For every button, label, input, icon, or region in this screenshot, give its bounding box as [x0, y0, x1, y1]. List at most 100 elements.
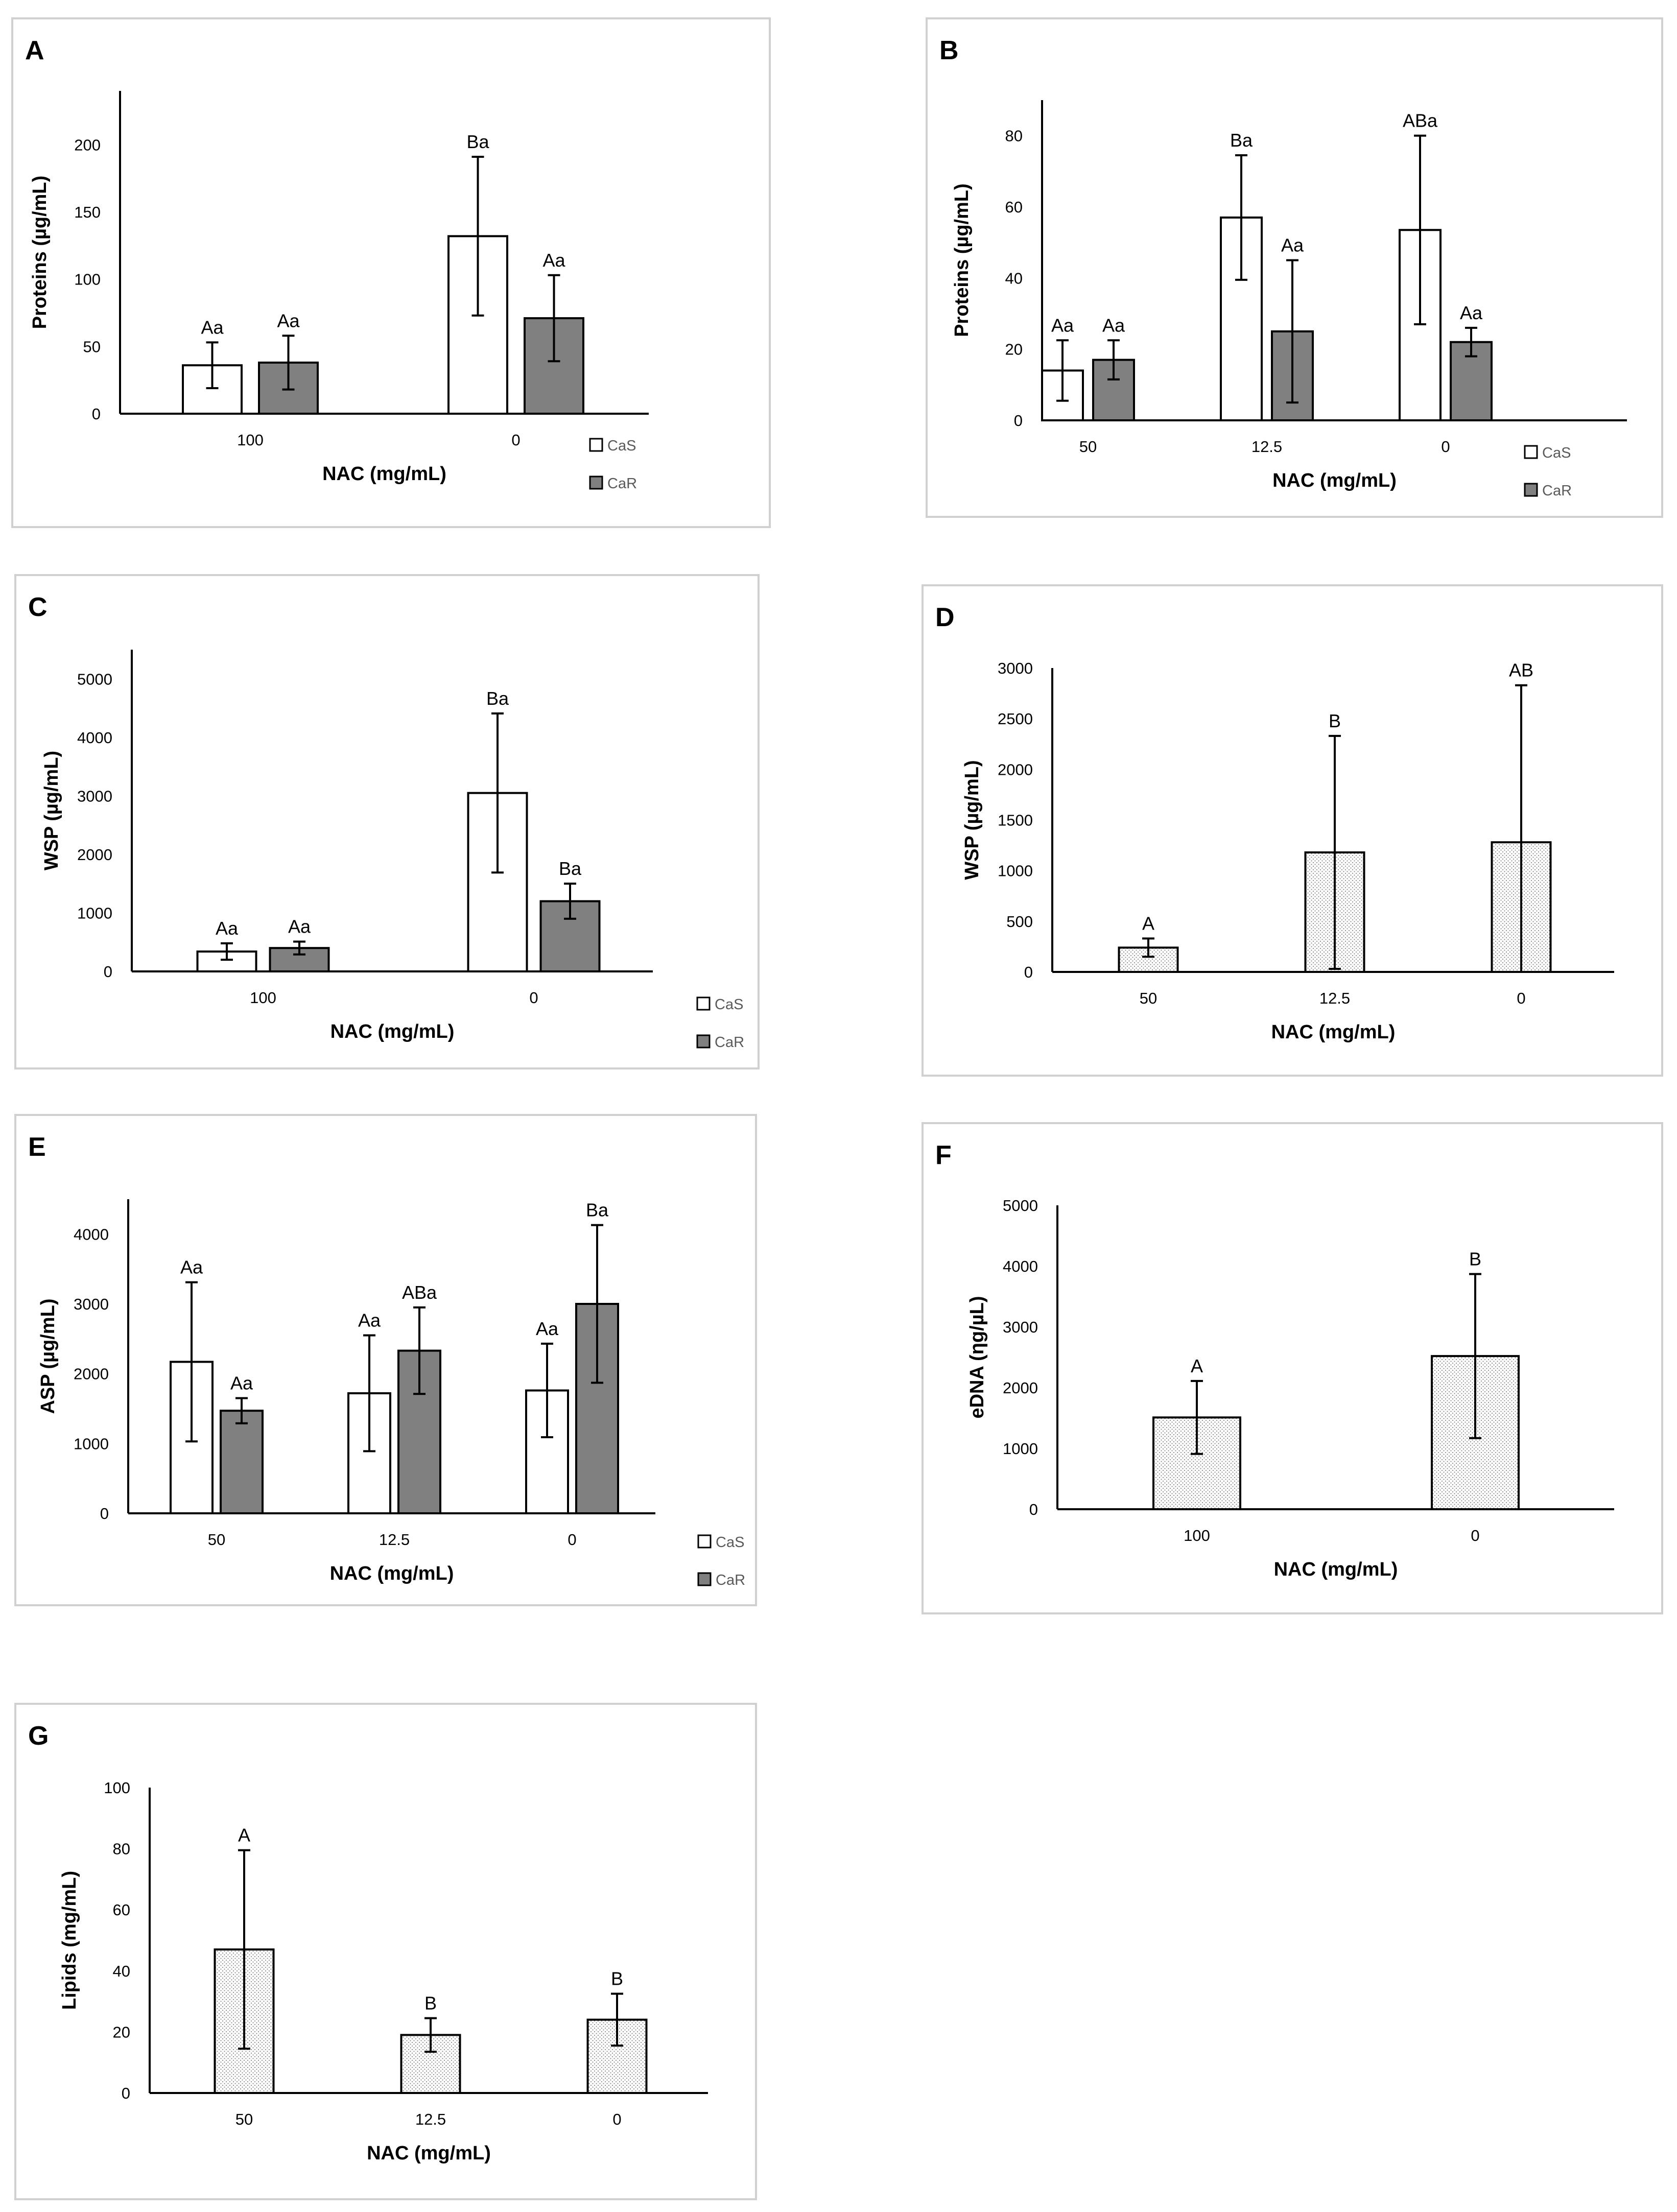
y-tick-label: 40: [113, 1962, 130, 1980]
legend-swatch-car: [697, 1572, 712, 1586]
y-tick-label: 2000: [998, 760, 1033, 778]
panel-frame: [14, 1703, 757, 2200]
chart-panel-b: B 0 20 40 60 80 Proteins (µg/mL) 50 Aa Aa 12.5 Ba Aa…: [926, 17, 1663, 518]
legend-swatch-cas: [1524, 445, 1538, 459]
significance-label: Ba: [466, 131, 489, 152]
significance-label: Ba: [586, 1200, 609, 1221]
x-tick-label: 50: [1079, 438, 1097, 456]
y-tick-label: 0: [104, 963, 112, 981]
panel-frame: [11, 17, 771, 528]
legend: CaS CaR: [589, 438, 637, 492]
x-tick-label: 0: [511, 431, 520, 449]
legend-label-cas: CaS: [1542, 445, 1571, 461]
y-tick-label: 2500: [998, 710, 1033, 728]
y-tick-label: 1000: [998, 862, 1033, 880]
significance-label: A: [238, 1825, 250, 1846]
significance-label: Aa: [536, 1318, 559, 1339]
legend-swatch-cas: [697, 1534, 712, 1549]
significance-label: Ba: [1230, 130, 1253, 151]
panel-frame: [922, 1122, 1663, 1614]
significance-label: Aa: [216, 918, 239, 939]
y-axis-title: Proteins (µg/mL): [951, 183, 973, 337]
x-tick-label: 100: [237, 431, 264, 449]
y-tick-label: 100: [104, 1779, 130, 1797]
y-tick-label: 0: [92, 405, 101, 423]
y-tick-label: 20: [1005, 341, 1023, 359]
significance-label: Ba: [486, 688, 509, 709]
x-tick-label: 50: [1140, 989, 1157, 1007]
x-axis-title: NAC (mg/mL): [330, 1563, 454, 1584]
panel-frame: [14, 574, 760, 1069]
significance-label: Aa: [542, 250, 565, 271]
legend-label-car: CaR: [716, 1572, 745, 1588]
significance-label: B: [611, 1968, 623, 1989]
significance-label: AB: [1509, 660, 1533, 681]
chart-panel-g: G 0 20 40 60 80 100 Lipids (mg/mL) 50 A 12.5 B 0 B NAC…: [14, 1703, 757, 2200]
x-tick-label: 0: [529, 989, 538, 1007]
panel-letter: G: [28, 1721, 49, 1751]
panel-letter: B: [939, 36, 959, 65]
y-tick-label: 1000: [74, 1435, 109, 1453]
y-tick-label: 5000: [1003, 1197, 1038, 1215]
y-tick-label: 2000: [1003, 1379, 1038, 1397]
x-tick-label: 0: [1471, 1527, 1479, 1544]
y-tick-label: 500: [1006, 913, 1033, 931]
significance-label: Aa: [1281, 235, 1304, 256]
x-axis-title: NAC (mg/mL): [1274, 1559, 1398, 1580]
significance-label: Ba: [559, 858, 582, 879]
x-axis-title: NAC (mg/mL): [367, 2143, 491, 2164]
legend-label-cas: CaS: [607, 438, 636, 454]
bar-car-100: [258, 361, 319, 415]
y-tick-label: 60: [1005, 198, 1023, 216]
significance-label: ABa: [1403, 110, 1438, 131]
y-tick-label: 60: [113, 1901, 130, 1919]
y-tick-label: 2000: [77, 846, 112, 864]
significance-label: Aa: [201, 317, 224, 338]
y-tick-label: 4000: [77, 729, 112, 747]
x-axis-title: NAC (mg/mL): [1272, 470, 1397, 491]
significance-label: A: [1191, 1355, 1203, 1376]
y-tick-label: 80: [113, 1840, 130, 1858]
y-tick-label: 3000: [998, 659, 1033, 677]
legend-label-car: CaR: [1542, 483, 1572, 499]
y-tick-label: 0: [1014, 412, 1023, 430]
significance-label: Aa: [1102, 315, 1125, 336]
legend: CaS CaR: [697, 1534, 745, 1588]
significance-label: A: [1142, 913, 1154, 934]
y-tick-label: 150: [74, 203, 101, 221]
x-tick-label: 0: [1441, 438, 1450, 456]
chart-panel-f: F 0 1000 2000 3000 4000 5000 eDNA (ηg/µL) 100 A 0 B…: [922, 1122, 1663, 1614]
x-tick-label: 12.5: [1251, 438, 1282, 456]
significance-label: Aa: [1051, 315, 1074, 336]
x-tick-label: 0: [568, 1531, 576, 1549]
legend-label-car: CaR: [607, 475, 637, 492]
x-tick-label: 0: [1517, 989, 1525, 1007]
panel-frame: [14, 1114, 757, 1606]
x-tick-label: 0: [612, 2110, 621, 2128]
legend-swatch-cas: [696, 996, 711, 1011]
chart-panel-e: E 0 1000 2000 3000 4000 ASP (µg/mL) 50 Aa Aa 12.5 A…: [14, 1114, 757, 1606]
panel-letter: C: [28, 592, 48, 622]
y-tick-label: 1000: [1003, 1440, 1038, 1458]
legend: CaS CaR: [696, 996, 744, 1051]
legend-label-cas: CaS: [715, 996, 743, 1013]
y-tick-label: 2000: [74, 1365, 109, 1383]
significance-label: Aa: [288, 916, 311, 937]
legend-swatch-car: [696, 1034, 711, 1049]
significance-label: Aa: [358, 1310, 381, 1331]
x-tick-label: 12.5: [415, 2110, 446, 2128]
panel-frame: [926, 17, 1663, 518]
x-tick-label: 50: [235, 2110, 253, 2128]
y-tick-label: 50: [83, 338, 101, 355]
legend-swatch-car: [1524, 483, 1538, 497]
significance-label: B: [1329, 710, 1341, 731]
legend-label-cas: CaS: [716, 1534, 744, 1551]
y-tick-label: 40: [1005, 269, 1023, 287]
legend-label-car: CaR: [715, 1034, 744, 1051]
y-tick-label: 4000: [1003, 1257, 1038, 1275]
legend: CaS CaR: [1524, 445, 1572, 499]
y-tick-label: 4000: [74, 1225, 109, 1243]
panel-letter: E: [28, 1132, 46, 1162]
x-tick-label: 100: [250, 989, 276, 1007]
y-tick-label: 200: [74, 136, 101, 154]
